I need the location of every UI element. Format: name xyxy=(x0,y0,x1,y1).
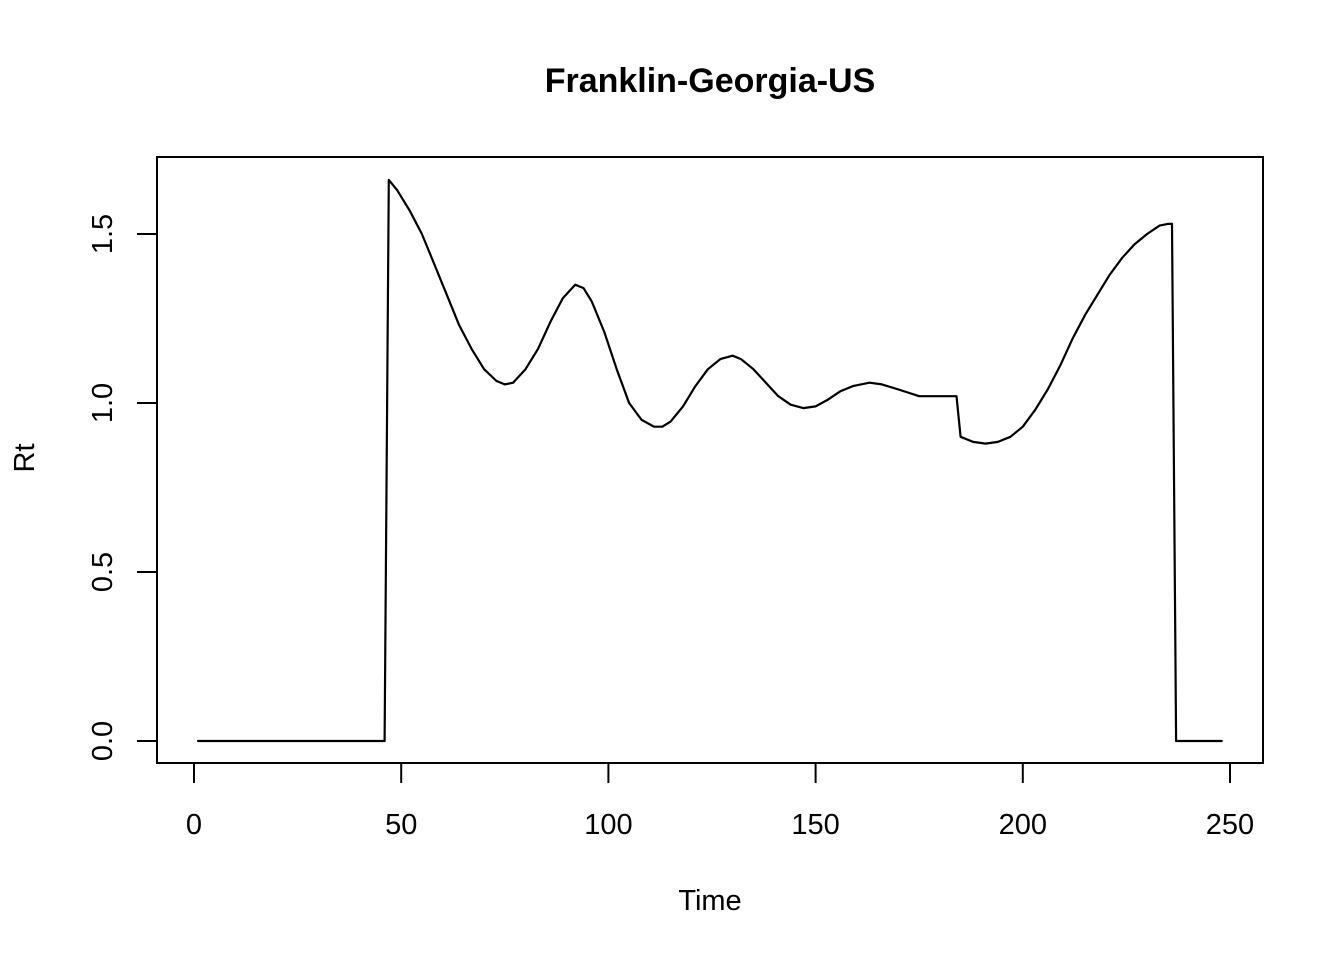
plot-frame xyxy=(156,156,1264,764)
y-tick-label: 0.0 xyxy=(87,721,119,761)
y-tick-label: 1.0 xyxy=(87,383,119,423)
x-axis-label: Time xyxy=(678,885,741,917)
y-tick-label: 0.5 xyxy=(87,552,119,592)
x-axis: 0 50 100 150 200 250 xyxy=(186,762,1254,841)
y-tick-label: 1.5 xyxy=(87,214,119,254)
x-tick-label: 200 xyxy=(999,809,1047,841)
x-tick-label: 150 xyxy=(791,809,839,841)
rt-series-line xyxy=(197,178,1223,743)
plot-area xyxy=(197,178,1223,743)
chart-title: Franklin-Georgia-US xyxy=(545,62,876,100)
x-tick-label: 0 xyxy=(186,809,202,841)
x-tick-label: 250 xyxy=(1206,809,1254,841)
y-axis: 0.0 0.5 1.0 1.5 xyxy=(87,214,158,761)
y-axis-label: Rt xyxy=(9,444,41,473)
x-tick-label: 100 xyxy=(584,809,632,841)
x-tick-label: 50 xyxy=(385,809,417,841)
